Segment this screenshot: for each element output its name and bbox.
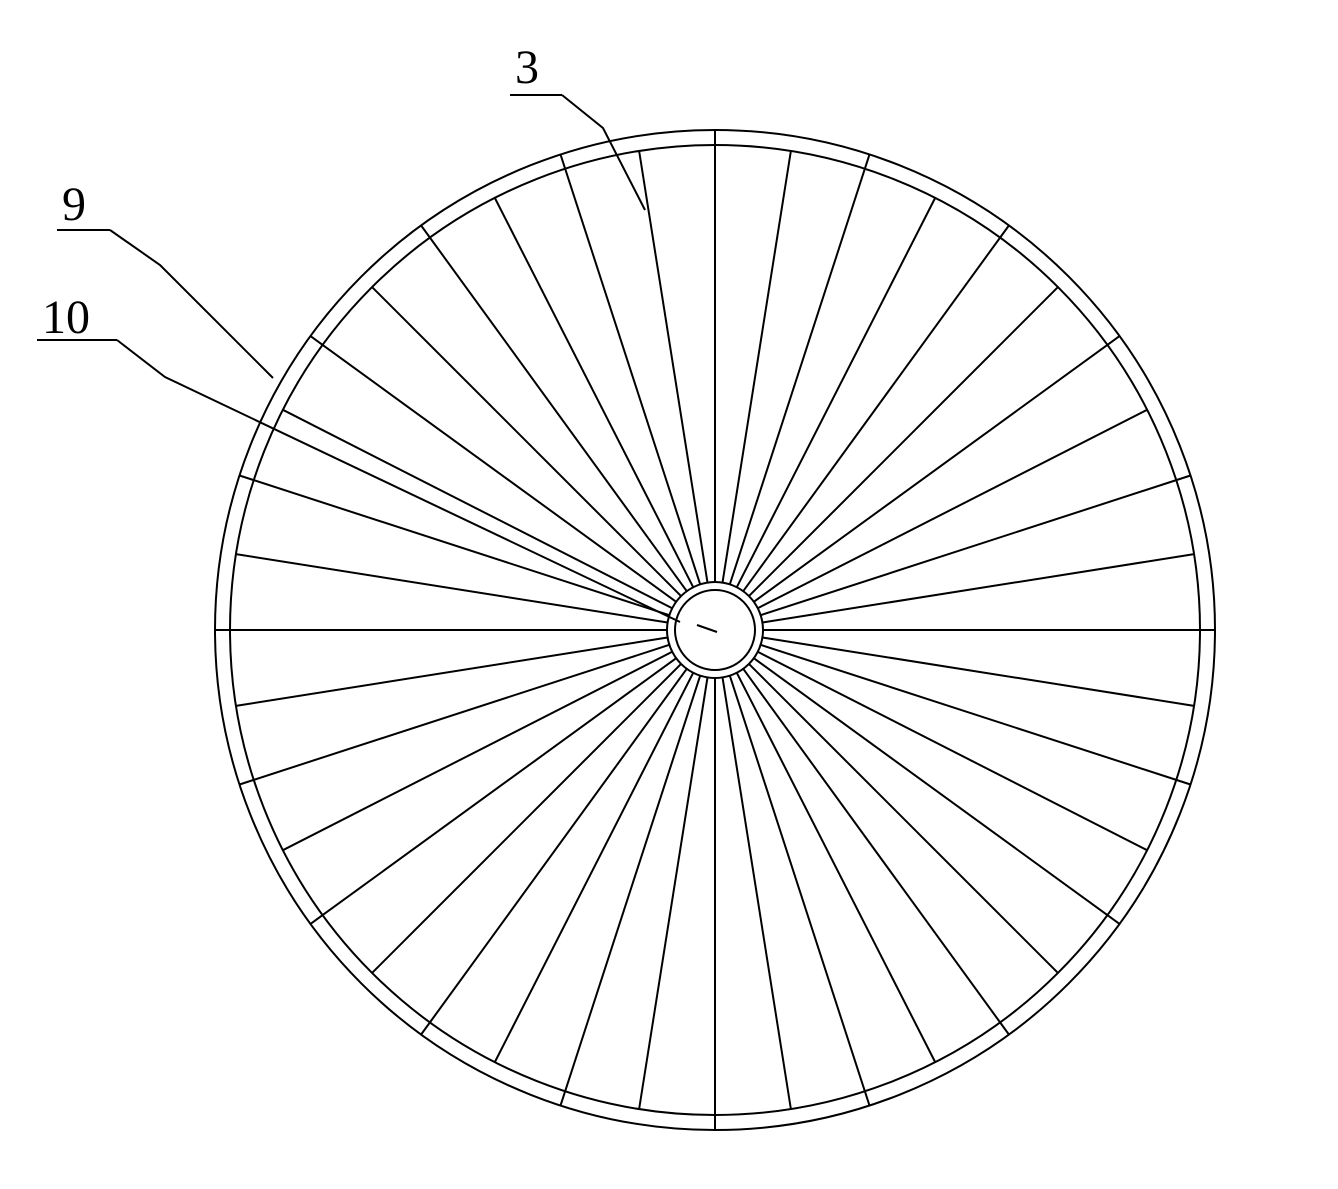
spoke — [430, 238, 687, 592]
spoke — [639, 151, 707, 583]
spoke — [762, 554, 1194, 622]
spoke — [236, 638, 668, 706]
rim-segment-divider — [560, 1091, 565, 1105]
label-3: 3 — [515, 41, 539, 94]
wheel-diagram-svg: 3 9 10 — [0, 0, 1338, 1184]
rim-segment-divider — [1176, 475, 1190, 480]
rim-segment-divider — [1000, 1022, 1009, 1034]
spoke — [323, 345, 677, 602]
spoke — [723, 151, 791, 583]
rim-segment-divider — [421, 225, 430, 237]
rim-segment-divider — [1107, 336, 1119, 345]
rim-segment-divider — [865, 1091, 870, 1105]
rim-segment-divider — [310, 915, 322, 924]
rim-segment-divider — [239, 475, 253, 480]
rim-segment-divider — [310, 336, 322, 345]
diagram-container: 3 9 10 — [0, 0, 1338, 1184]
spoke — [749, 287, 1058, 596]
spoke — [743, 669, 1000, 1023]
rim-segment-divider — [865, 154, 870, 168]
spoke — [743, 238, 1000, 592]
spoke — [236, 554, 668, 622]
rim-segment-divider — [421, 1022, 430, 1034]
spoke — [372, 664, 681, 973]
spoke — [754, 345, 1108, 602]
rim-segment-divider — [1000, 225, 1009, 237]
spoke — [754, 658, 1108, 915]
rim-segment-divider — [560, 154, 565, 168]
spoke — [430, 669, 687, 1023]
spoke — [323, 658, 677, 915]
rim-segment-divider — [239, 780, 253, 785]
spoke — [723, 677, 791, 1109]
spoke — [762, 638, 1194, 706]
label-9-leader — [110, 230, 273, 378]
label-10: 10 — [42, 291, 90, 344]
rim-segment-divider — [1107, 915, 1119, 924]
hub-outer-circle — [667, 582, 763, 678]
spoke — [749, 664, 1058, 973]
label-9: 9 — [62, 178, 86, 231]
spoke — [639, 677, 707, 1109]
rim-segment-divider — [1176, 780, 1190, 785]
